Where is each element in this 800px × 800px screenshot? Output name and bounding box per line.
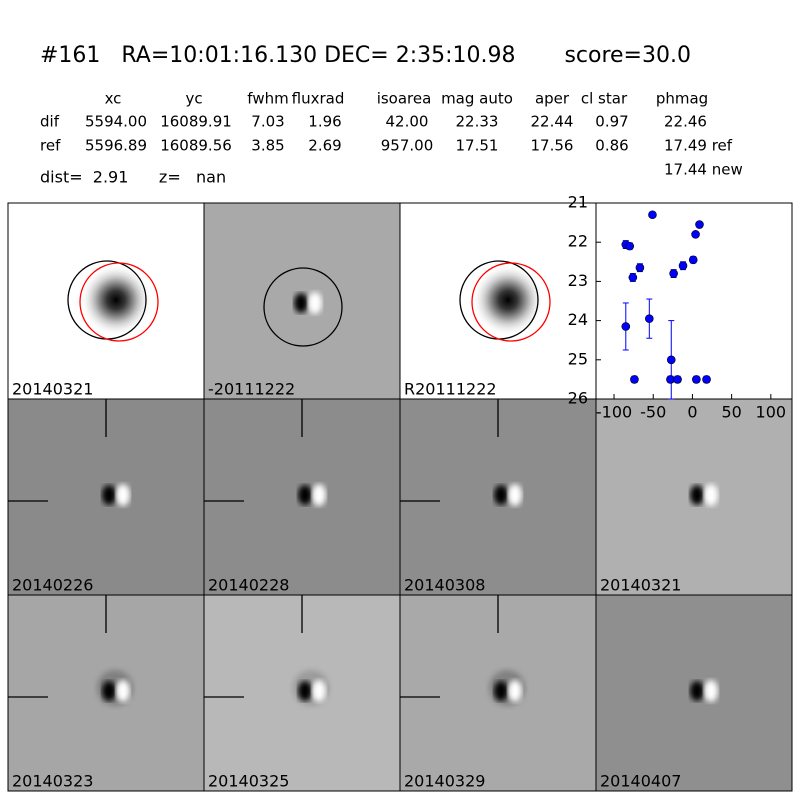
dipole-neg (294, 293, 308, 313)
cell: 16089.91 (160, 113, 232, 131)
dipole-neg (298, 485, 312, 505)
column-header: xc (105, 90, 122, 108)
star (472, 264, 544, 336)
dipole-neg (102, 485, 116, 505)
panel-label: 20140323 (12, 772, 93, 791)
column-header: fwhm (247, 90, 288, 108)
column-header: isoarea (377, 90, 432, 108)
column-header: cl star (581, 90, 628, 108)
x-tick-label: 0 (687, 403, 697, 422)
dipole-pos (704, 484, 718, 506)
dipole-neg (494, 485, 508, 505)
dipole-pos (312, 680, 326, 702)
point (621, 322, 631, 331)
column-header: aper (535, 90, 570, 108)
panel-label: 20140329 (404, 772, 485, 791)
y-tick-label: 24 (568, 310, 588, 329)
point (702, 375, 711, 384)
dipole-neg (102, 681, 116, 701)
column-header: mag auto (441, 90, 513, 108)
panels: 20140321 -20111222 R20111222 20140226 201402… (7, 202, 793, 792)
point (630, 375, 639, 384)
y-tick-label: 25 (568, 349, 588, 368)
x-tick-label: 100 (756, 403, 787, 422)
panel-label: 20140226 (12, 576, 93, 595)
panel-label: 20140407 (600, 772, 681, 791)
cell: 22.44 (531, 113, 574, 131)
panel-label: -20111222 (208, 380, 295, 399)
point (692, 375, 701, 384)
y-tick-label: 23 (568, 271, 588, 290)
panel-label: 20140321 (600, 576, 681, 595)
panel-label: 20140321 (12, 380, 93, 399)
cell: 3.85 (251, 137, 284, 155)
title: #161 RA=10:01:16.130 DEC= 2:35:10.98 sco… (40, 43, 691, 68)
column-header: yc (185, 90, 202, 108)
panel-label: 20140228 (208, 576, 289, 595)
x-tick-label: 50 (721, 403, 741, 422)
dipole-neg (690, 681, 704, 701)
point (625, 241, 635, 251)
dipole-neg (690, 485, 704, 505)
dipole-pos (308, 292, 322, 314)
aperture (263, 267, 343, 347)
row-label: ref (40, 137, 61, 155)
panel-label: 20140325 (208, 772, 289, 791)
dipole-pos (508, 680, 522, 702)
cell: 17.56 (531, 137, 574, 155)
cell: 22.46 (664, 113, 707, 131)
row-label: dif (40, 113, 60, 131)
cell: 42.00 (386, 113, 429, 131)
y-tick-label: 26 (568, 389, 588, 408)
cell: 17.49 ref (664, 137, 733, 155)
y-tick-label: 22 (568, 232, 588, 251)
cell: 957.00 (381, 137, 434, 155)
point (628, 273, 638, 282)
dipole-neg (494, 681, 508, 701)
point (645, 314, 654, 323)
cell: 0.97 (595, 113, 628, 131)
cell: 1.96 (308, 113, 341, 131)
cell: 7.03 (251, 113, 284, 131)
point (666, 355, 676, 365)
dipole-neg (298, 681, 312, 701)
aperture-ref (471, 262, 551, 342)
x-tick-label: -100 (596, 403, 632, 422)
cell: 5596.89 (85, 137, 147, 155)
point (635, 263, 645, 272)
point (673, 375, 682, 384)
dipole-pos (508, 484, 522, 506)
extra-mag: 17.44 new (664, 161, 743, 179)
dipole-pos (116, 680, 130, 702)
dipole-pos (116, 484, 130, 506)
dist: dist= 2.91 z= nan (40, 168, 226, 187)
x-tick-label: -50 (640, 403, 666, 422)
dipole-pos (704, 680, 718, 702)
point (688, 255, 698, 265)
cell: 16089.56 (160, 137, 232, 155)
point (695, 220, 704, 229)
cell: 22.33 (456, 113, 499, 131)
panel-label: 20140308 (404, 576, 485, 595)
point (678, 261, 688, 271)
cell: 5594.00 (85, 113, 147, 131)
cell: 17.51 (456, 137, 499, 155)
column-header: fluxrad (292, 90, 345, 108)
column-header: phmag (656, 90, 708, 108)
panel-label: R20111222 (404, 380, 497, 399)
point (669, 269, 678, 278)
point (648, 210, 657, 220)
aperture-ref (79, 262, 159, 342)
y-tick-label: 21 (568, 193, 588, 212)
cell: 0.86 (595, 137, 628, 155)
dipole-pos (312, 484, 326, 506)
cell: 2.69 (308, 137, 341, 155)
star (80, 264, 152, 336)
point (691, 230, 700, 239)
